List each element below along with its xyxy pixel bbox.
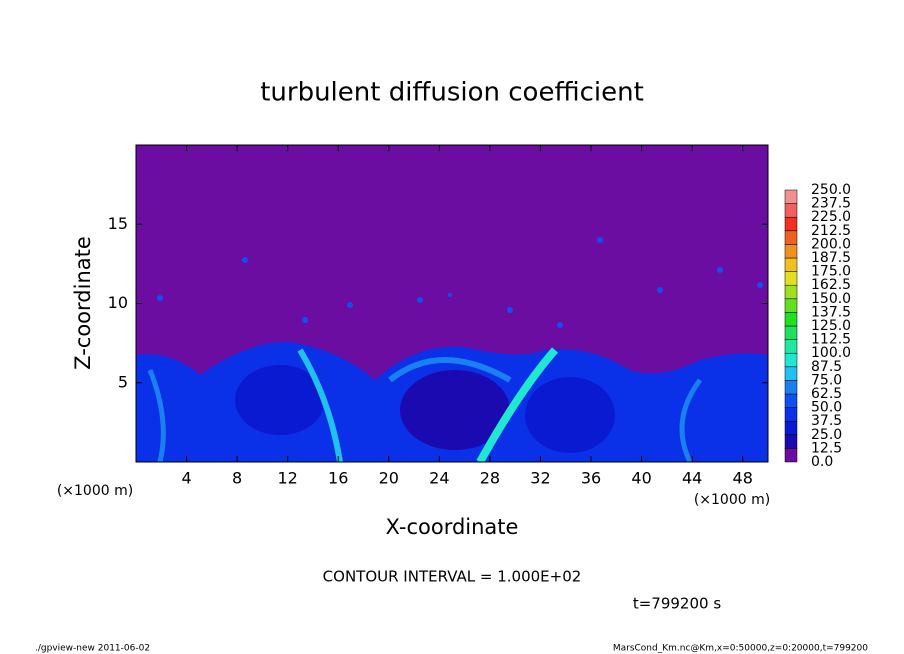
colorbar-label: 237.5 (811, 196, 851, 212)
colorbar-label: 175.0 (811, 264, 851, 280)
x-tick-label: 40 (631, 469, 651, 488)
colorbar-swatch (784, 366, 798, 381)
colorbar-swatch (784, 284, 798, 300)
colorbar-swatch (784, 380, 798, 395)
colorbar-swatch (784, 434, 798, 449)
colorbar-label: 12.5 (811, 440, 842, 456)
field (136, 145, 768, 462)
colorbar-label: 25.0 (811, 427, 842, 443)
colorbar-swatch (784, 352, 798, 368)
footer-right: MarsCond_Km.nc@Km,x=0:50000,z=0:20000,t=… (613, 644, 868, 654)
x-unit-label: (×1000 m) (694, 492, 770, 508)
time-label: t=799200 s (633, 595, 721, 613)
colorbar-swatch (784, 312, 798, 327)
x-tick-label: 28 (480, 469, 500, 488)
colorbar-swatch (784, 448, 798, 463)
colorbar-label: 250.0 (811, 182, 851, 198)
colorbar-label: 112.5 (811, 332, 851, 348)
colorbar-label: 62.5 (811, 386, 842, 402)
colorbar-swatch (784, 339, 798, 354)
x-tick-label: 20 (379, 469, 399, 488)
colorbar-swatch (784, 230, 798, 245)
colorbar-label: 0.0 (811, 454, 833, 470)
colorbar-swatch (784, 298, 798, 313)
x-tick-label: 8 (232, 469, 242, 488)
colorbar-label: 75.0 (811, 372, 842, 388)
colorbar-label: 150.0 (811, 291, 851, 307)
colorbar-swatch (784, 203, 798, 218)
colorbar-label: 87.5 (811, 359, 842, 375)
x-tick-label: 36 (581, 469, 601, 488)
colorbar-label: 125.0 (811, 318, 851, 334)
colorbar-swatch (784, 257, 798, 272)
colorbar-swatch (784, 393, 798, 408)
x-tick-label: 32 (530, 469, 550, 488)
contour-note: CONTOUR INTERVAL = 1.000E+02 (323, 568, 582, 586)
colorbar-swatch (784, 325, 798, 340)
footer-left: ./gpview-new 2011-06-02 (35, 644, 150, 654)
x-tick-label: 24 (429, 469, 449, 488)
x-tick-label: 4 (181, 469, 191, 488)
colorbar-label: 137.5 (811, 304, 851, 320)
colorbar-swatch (784, 189, 798, 204)
colorbar-label: 162.5 (811, 277, 851, 293)
colorbar-label: 100.0 (811, 345, 851, 361)
colorbar-swatch (784, 271, 798, 286)
x-tick-label: 48 (733, 469, 753, 488)
colorbar-swatch (784, 244, 798, 259)
x-axis-label: X-coordinate (386, 515, 519, 539)
y-axis-label: Z-coordinate (71, 236, 95, 370)
colorbar-label: 200.0 (811, 236, 851, 252)
x-tick-label: 16 (328, 469, 348, 488)
colorbar-label: 187.5 (811, 250, 851, 266)
y-tick-label: 5 (118, 372, 128, 391)
y-tick-label: 10 (108, 293, 128, 312)
colorbar-label: 225.0 (811, 209, 851, 225)
y-tick-label: 15 (108, 214, 128, 233)
colorbar-label: 37.5 (811, 413, 842, 429)
x-unit-label: (×1000 m) (57, 483, 133, 499)
colorbar-swatch (784, 216, 798, 232)
x-tick-label: 12 (278, 469, 298, 488)
chart-title: turbulent diffusion coefficient (260, 78, 644, 108)
colorbar-swatch (784, 407, 798, 422)
x-tick-label: 44 (682, 469, 702, 488)
colorbar-label: 50.0 (811, 400, 842, 416)
colorbar-swatch (784, 420, 798, 436)
colorbar-label: 212.5 (811, 223, 851, 239)
